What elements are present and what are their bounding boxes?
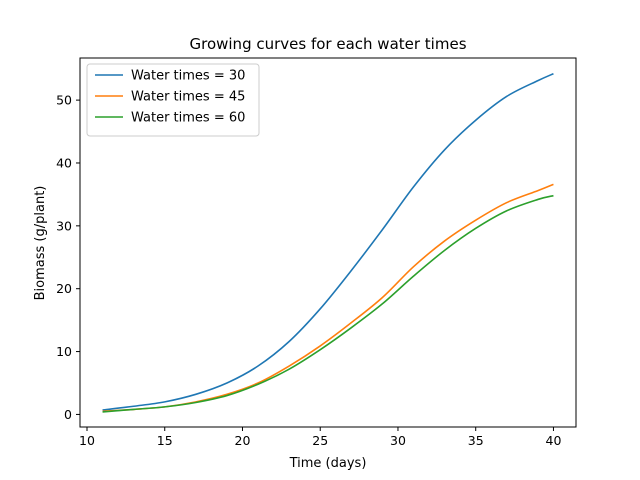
x-tick-label: 15 (157, 433, 173, 448)
y-tick-label: 50 (56, 93, 72, 108)
x-tick-label: 35 (468, 433, 484, 448)
x-tick-label: 25 (312, 433, 328, 448)
y-tick-label: 10 (56, 344, 72, 359)
legend: Water times = 30 Water times = 45 Water ti… (86, 63, 260, 137)
series-line-1 (102, 72, 554, 411)
x-axis-label: Time (days) (289, 456, 367, 471)
series-line-3 (102, 194, 554, 413)
chart-title: Growing curves for each water times (189, 35, 466, 53)
y-tick-label: 20 (56, 281, 72, 296)
x-tick-label: 40 (546, 433, 562, 448)
legend-label-2: Water times = 45 (131, 90, 245, 105)
y-axis-label: Biomass (g/plant) (33, 186, 48, 301)
axes-frame (79, 57, 577, 428)
y-tick-label: 30 (56, 218, 72, 233)
x-tick-label: 20 (235, 433, 251, 448)
plot-area: 10 15 20 25 30 35 40 0 10 20 30 40 50 (56, 57, 577, 448)
legend-box (86, 63, 260, 137)
x-tick-label: 30 (390, 433, 406, 448)
y-tick-label: 40 (56, 155, 72, 170)
legend-label-3: Water times = 60 (131, 111, 245, 126)
y-tick-label: 0 (64, 407, 72, 422)
legend-label-1: Water times = 30 (131, 69, 245, 84)
x-tick-label: 10 (79, 433, 95, 448)
